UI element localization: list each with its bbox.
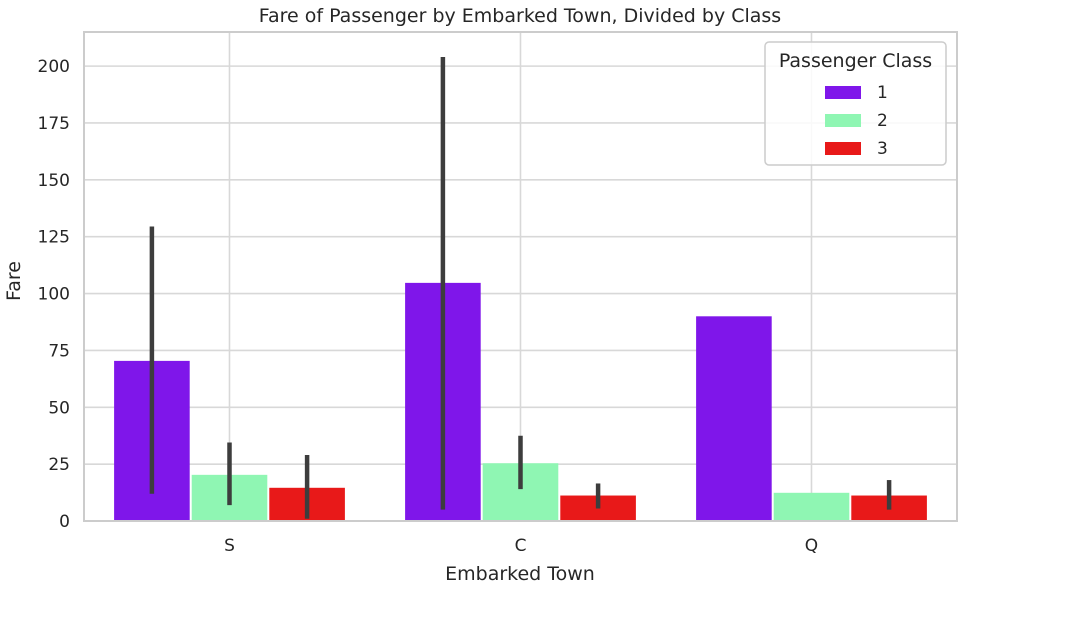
error-bars-group	[149, 57, 892, 519]
y-axis-label: Fare	[3, 261, 25, 301]
y-tick-label: 150	[38, 171, 70, 191]
y-tick-label: 200	[38, 57, 70, 77]
legend: Passenger Class 1 2 3	[764, 41, 947, 166]
axes-group: 0 25 50 75 100 125 150 175 200 S C Q	[38, 31, 958, 556]
legend-swatch	[825, 114, 861, 127]
x-axis-label: Embarked Town	[445, 563, 595, 585]
x-tick-label: S	[224, 536, 235, 556]
legend-label: 3	[877, 139, 888, 159]
y-tick-label: 50	[48, 398, 70, 418]
y-tick-label: 0	[59, 512, 70, 532]
legend-swatch	[825, 86, 861, 99]
bar[interactable]	[773, 492, 850, 521]
x-tick-label: C	[515, 536, 527, 556]
x-tick-label: Q	[805, 536, 818, 556]
legend-title: Passenger Class	[779, 50, 932, 72]
y-tick-label: 75	[48, 341, 70, 361]
y-tick-label: 175	[38, 114, 70, 134]
legend-box	[764, 41, 947, 166]
y-tick-label: 25	[48, 455, 70, 475]
bar[interactable]	[696, 316, 772, 521]
legend-label: 1	[877, 83, 888, 103]
legend-swatch	[825, 142, 861, 155]
chart-title: Fare of Passenger by Embarked Town, Divi…	[259, 5, 781, 27]
y-tick-label: 100	[38, 285, 70, 305]
plot-frame	[83, 31, 958, 522]
y-tick-label: 125	[38, 228, 70, 248]
legend-label: 2	[877, 111, 888, 131]
